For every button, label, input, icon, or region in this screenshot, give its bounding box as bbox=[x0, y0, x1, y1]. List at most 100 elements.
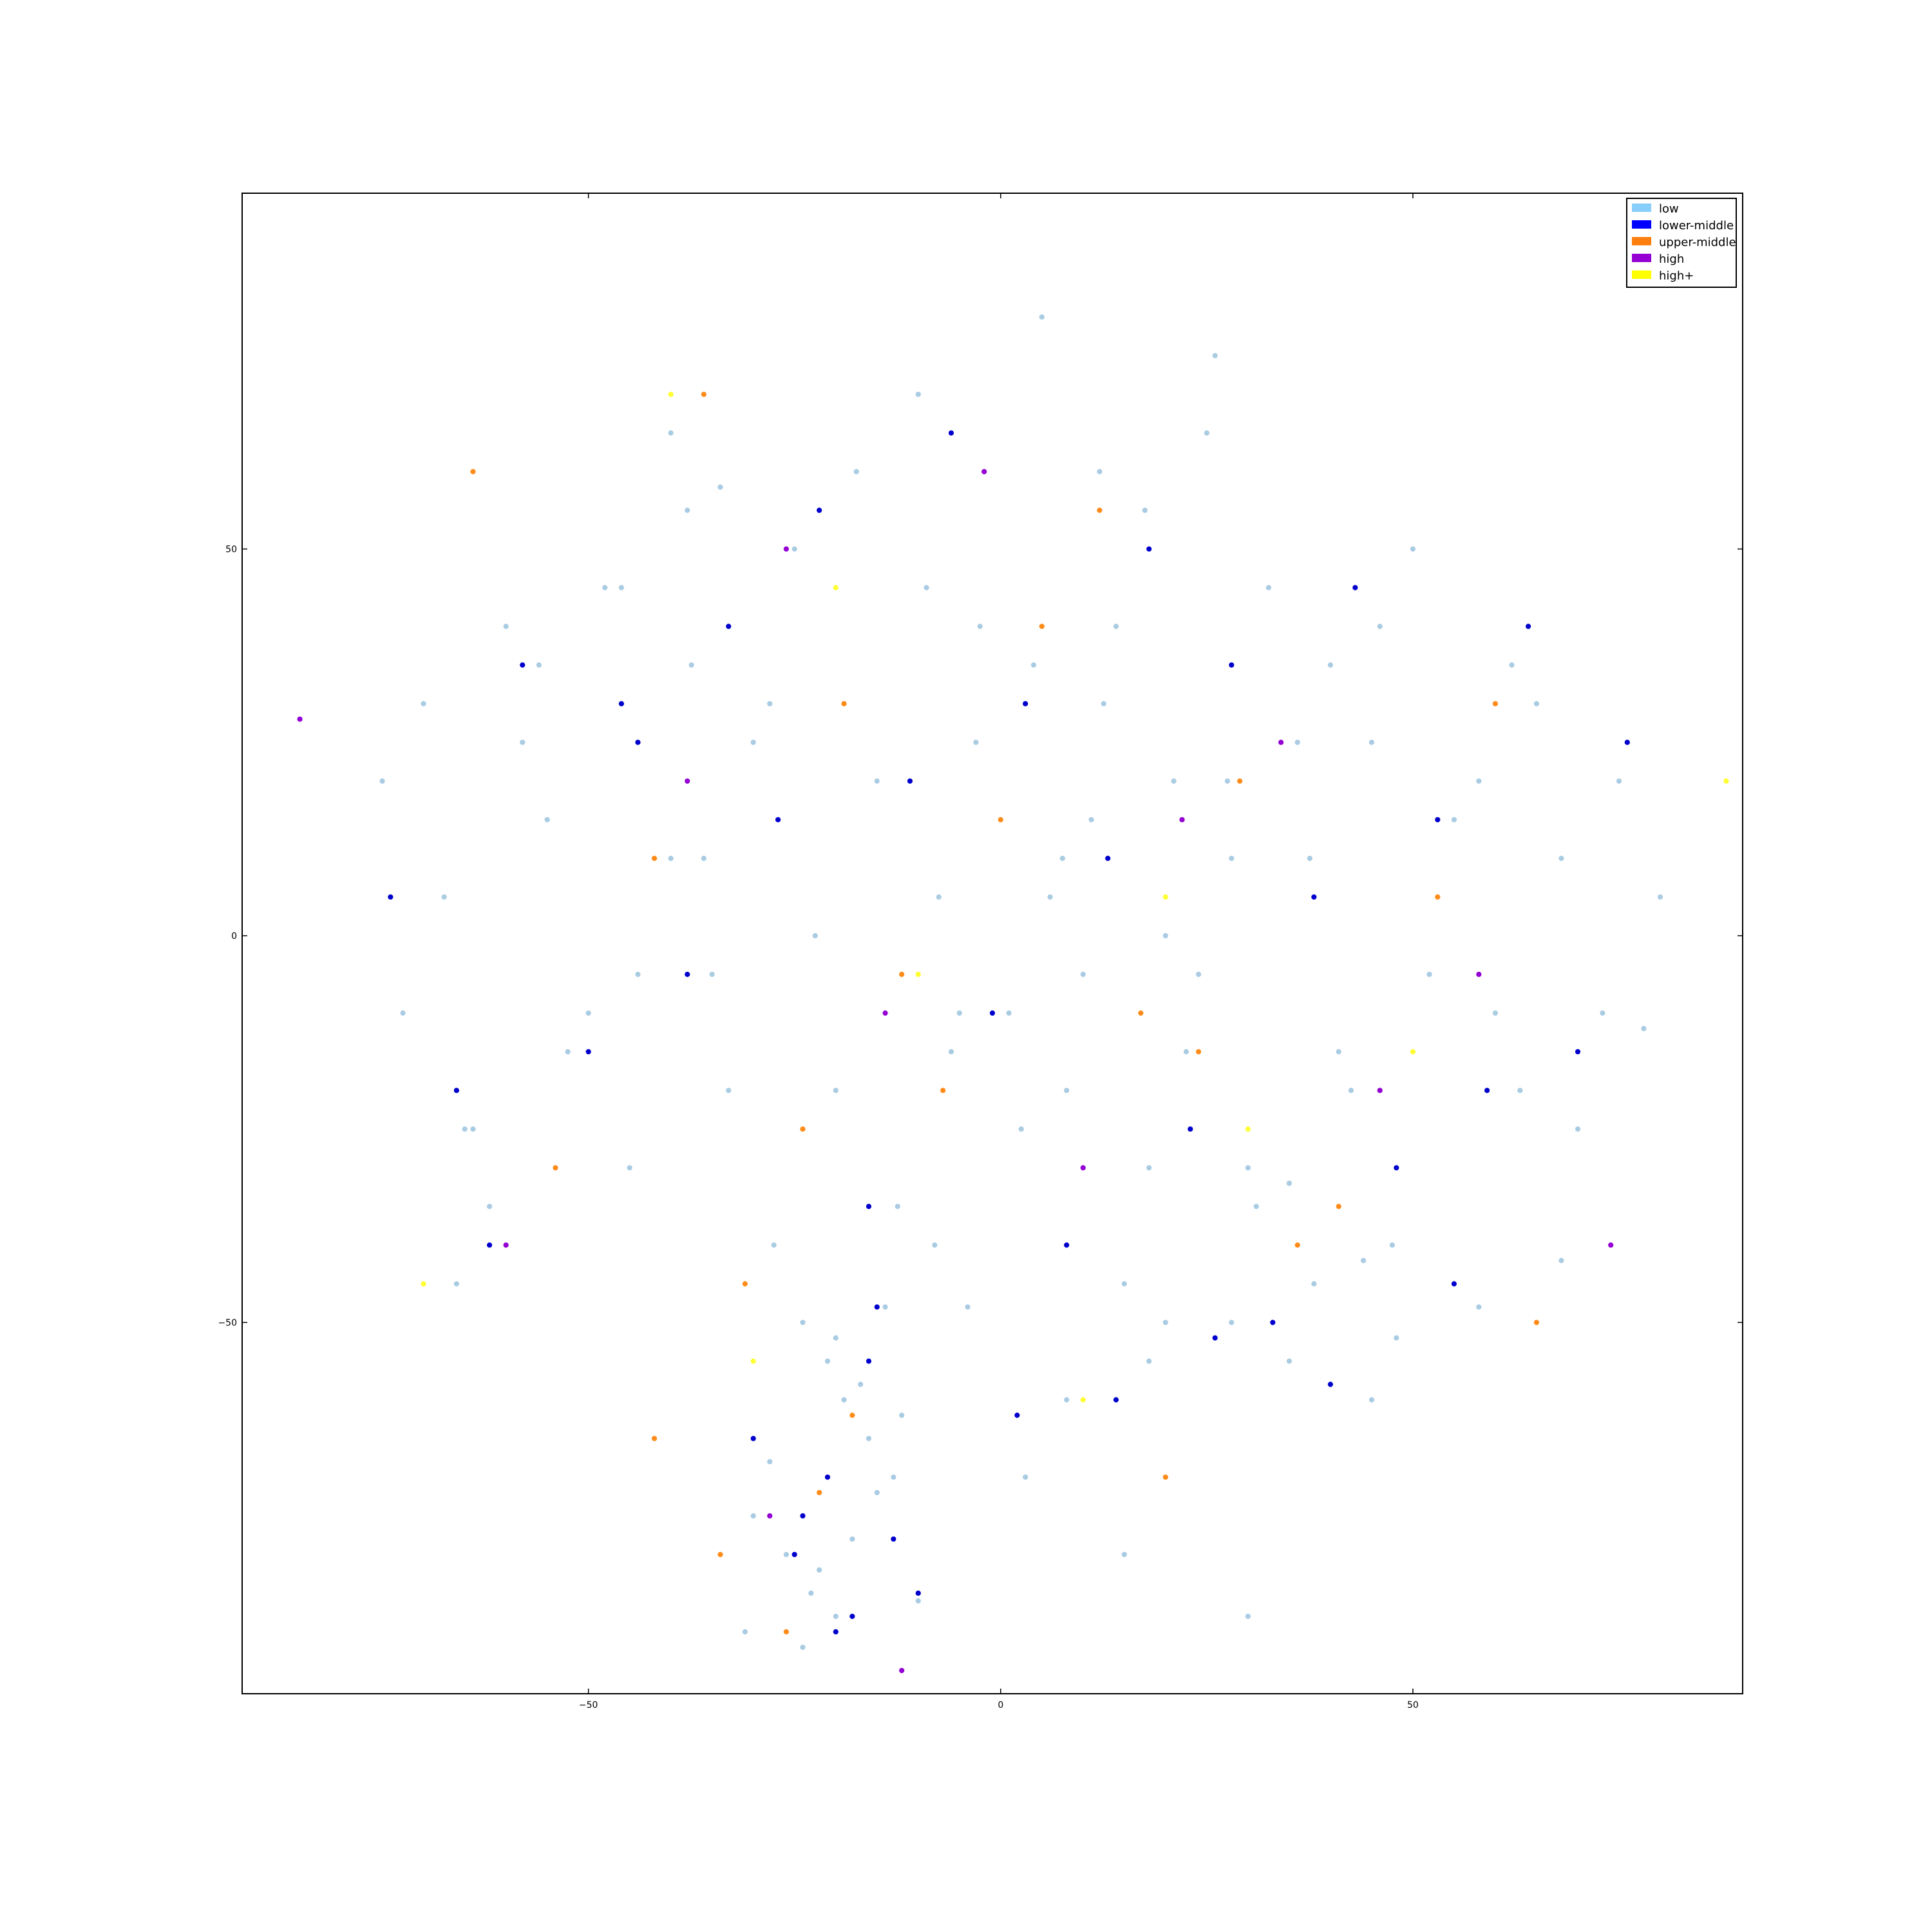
series-upper-middle bbox=[469, 391, 1540, 1635]
data-point bbox=[1533, 1319, 1540, 1326]
data-point bbox=[585, 1010, 592, 1016]
data-point bbox=[1079, 971, 1086, 978]
data-point bbox=[469, 1126, 477, 1133]
data-point bbox=[296, 715, 303, 723]
data-point bbox=[1253, 1203, 1260, 1210]
data-point bbox=[1038, 314, 1045, 321]
data-point bbox=[1228, 1319, 1235, 1326]
data-point bbox=[799, 1319, 806, 1326]
data-point bbox=[634, 971, 641, 978]
data-point bbox=[519, 661, 526, 668]
data-point bbox=[799, 1512, 806, 1519]
data-point bbox=[1030, 661, 1037, 668]
series-high-plus bbox=[420, 391, 1730, 1403]
data-point bbox=[667, 391, 674, 398]
data-point bbox=[1141, 507, 1148, 514]
data-point bbox=[1599, 1010, 1606, 1016]
data-point bbox=[1294, 739, 1301, 746]
data-point bbox=[1434, 816, 1441, 823]
data-point bbox=[1558, 1257, 1565, 1264]
data-point bbox=[750, 1512, 757, 1519]
data-point bbox=[440, 894, 448, 900]
data-point bbox=[1393, 1164, 1400, 1171]
data-point bbox=[1294, 1242, 1301, 1249]
data-point bbox=[1624, 739, 1631, 746]
data-point bbox=[898, 1667, 905, 1674]
points-layer bbox=[296, 314, 1730, 1674]
data-point bbox=[1475, 777, 1482, 784]
data-point bbox=[981, 468, 988, 475]
data-point bbox=[564, 1048, 571, 1055]
data-point bbox=[849, 1412, 856, 1419]
data-point bbox=[502, 1242, 509, 1249]
data-point bbox=[1170, 777, 1177, 784]
data-point bbox=[1335, 1203, 1342, 1210]
data-point bbox=[972, 739, 980, 746]
data-point bbox=[1113, 623, 1119, 630]
data-point bbox=[1096, 507, 1103, 514]
data-point bbox=[701, 855, 707, 862]
data-point bbox=[832, 1613, 839, 1620]
data-point bbox=[873, 1303, 880, 1311]
data-point bbox=[1211, 352, 1218, 359]
data-point bbox=[536, 661, 542, 668]
data-point bbox=[1484, 1087, 1491, 1094]
data-point bbox=[1162, 894, 1169, 900]
data-point bbox=[1360, 1257, 1367, 1264]
data-point bbox=[453, 1280, 460, 1287]
data-point bbox=[461, 1126, 468, 1133]
legend-swatch bbox=[1632, 237, 1651, 245]
data-point bbox=[1376, 1087, 1383, 1094]
data-point bbox=[725, 623, 732, 630]
data-point bbox=[791, 545, 798, 553]
data-point bbox=[1245, 1126, 1251, 1133]
data-point bbox=[873, 1489, 880, 1496]
data-point bbox=[791, 1551, 798, 1558]
data-point bbox=[866, 1358, 872, 1365]
data-point bbox=[618, 700, 625, 707]
x-tick-2: 50 bbox=[1407, 193, 1419, 1710]
data-point bbox=[840, 1396, 848, 1403]
y-tick-label: −50 bbox=[218, 1318, 237, 1329]
data-point bbox=[399, 1010, 406, 1016]
data-point bbox=[832, 1628, 839, 1635]
data-point bbox=[1146, 1358, 1153, 1365]
data-point bbox=[1100, 700, 1107, 707]
legend-swatch bbox=[1632, 204, 1651, 212]
data-point bbox=[997, 816, 1004, 823]
data-point bbox=[1211, 1334, 1218, 1341]
data-point bbox=[1137, 1010, 1144, 1016]
data-point bbox=[1368, 1396, 1375, 1403]
data-point bbox=[634, 739, 641, 746]
data-point bbox=[766, 1458, 773, 1465]
data-point bbox=[651, 855, 658, 862]
data-point bbox=[1059, 855, 1066, 862]
data-point bbox=[1236, 777, 1243, 784]
x-tick-0: −50 bbox=[579, 193, 598, 1710]
data-point bbox=[701, 391, 707, 398]
data-point bbox=[948, 1048, 954, 1055]
data-point bbox=[651, 1435, 658, 1442]
data-point bbox=[866, 1435, 872, 1442]
data-point bbox=[964, 1303, 971, 1311]
data-point bbox=[866, 1203, 872, 1210]
data-point bbox=[1311, 894, 1318, 900]
x-tick-label: 50 bbox=[1407, 1700, 1419, 1710]
data-point bbox=[1162, 933, 1169, 939]
data-point bbox=[832, 1087, 839, 1094]
legend-label: upper-middle bbox=[1659, 236, 1736, 249]
data-point bbox=[1146, 1164, 1153, 1171]
data-point bbox=[1096, 468, 1103, 475]
data-point bbox=[1533, 700, 1540, 707]
data-point bbox=[1508, 661, 1515, 668]
data-point bbox=[1046, 894, 1054, 900]
data-point bbox=[1434, 894, 1441, 900]
data-point bbox=[770, 1242, 777, 1249]
data-point bbox=[882, 1303, 889, 1311]
legend-entry-high: high bbox=[1632, 252, 1684, 266]
y-tick-label: 50 bbox=[225, 544, 237, 554]
data-point bbox=[1005, 1010, 1012, 1016]
y-tick-1: 0 bbox=[231, 931, 1743, 942]
y-axis-ticks: 50 0 −50 bbox=[218, 544, 1743, 1329]
data-point bbox=[783, 545, 790, 553]
